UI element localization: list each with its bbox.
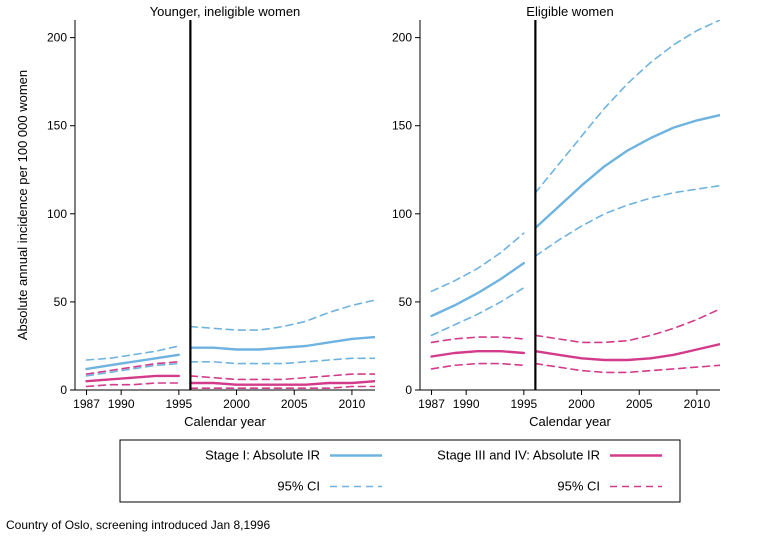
panel-title-right: Eligible women [526, 4, 613, 19]
x-tick-label: 1995 [165, 397, 192, 411]
x-tick-label: 2000 [223, 397, 250, 411]
y-tick-label: 100 [47, 207, 67, 221]
series-stage34_ir_left [87, 376, 179, 381]
legend-label: Stage I: Absolute IR [205, 448, 320, 463]
x-tick-label: 1987 [418, 397, 445, 411]
series-stage1_ci_lower_left [87, 364, 179, 376]
series-stage34_ci_upper_left [190, 374, 375, 379]
legend-label: Stage III and IV: Absolute IR [437, 448, 600, 463]
y-tick-label: 150 [47, 119, 67, 133]
chart-svg: Younger, ineligible women 0 50 100 150 200 198… [0, 0, 766, 539]
x-tick-label: 1990 [453, 397, 480, 411]
legend-label: 95% CI [557, 479, 600, 494]
series-stage34_ci_lower_left [190, 387, 375, 389]
series-stage1_ir_right [432, 263, 524, 316]
figure-root: Younger, ineligible women 0 50 100 150 200 198… [0, 0, 766, 539]
x-tick-label: 2005 [626, 397, 653, 411]
series-stage34_ci_upper_right [535, 309, 720, 342]
series-stage1_ci_lower_left [190, 358, 375, 363]
x-tick-label: 1990 [108, 397, 135, 411]
series-stage34_ir_right [432, 351, 524, 356]
y-tick-label: 0 [405, 383, 412, 397]
x-axis-label-left: Calendar year [184, 414, 266, 429]
series-stage1_ci_upper_right [535, 20, 720, 193]
series-stage34_ir_right [535, 344, 720, 360]
y-tick-label: 0 [60, 383, 67, 397]
y-tick-label: 50 [399, 295, 413, 309]
y-tick-label: 100 [392, 207, 412, 221]
series-stage34_ci_upper_right [432, 337, 524, 342]
series-stage1_ci_upper_right [432, 233, 524, 291]
y-tick-label: 50 [54, 295, 68, 309]
y-tick-label: 200 [47, 31, 67, 45]
y-tick-label: 150 [392, 119, 412, 133]
x-tick-label: 2000 [568, 397, 595, 411]
series-stage1_ir_right [535, 115, 720, 228]
legend-label: 95% CI [277, 479, 320, 494]
footnote: Country of Oslo, screening introduced Ja… [6, 518, 270, 532]
series-stage1_ir_left [87, 355, 179, 369]
series-stage34_ci_lower_right [432, 364, 524, 369]
y-tick-label: 200 [392, 31, 412, 45]
panel-title-left: Younger, ineligible women [150, 4, 301, 19]
x-tick-label: 1995 [510, 397, 537, 411]
x-tick-label: 1987 [73, 397, 100, 411]
x-tick-label: 2010 [339, 397, 366, 411]
series-stage34_ir_left [190, 381, 375, 385]
y-axis-label: Absolute annual incidence per 100 000 wo… [15, 70, 30, 340]
series-stage1_ci_lower_right [432, 288, 524, 336]
series-stage1_ci_upper_left [190, 300, 375, 330]
series-stage1_ci_lower_right [535, 186, 720, 257]
series-stage1_ir_left [190, 337, 375, 349]
x-tick-label: 2010 [684, 397, 711, 411]
series-stage34_ci_lower_left [87, 383, 179, 387]
x-tick-label: 2005 [281, 397, 308, 411]
x-axis-label-right: Calendar year [529, 414, 611, 429]
series-stage34_ci_lower_right [535, 364, 720, 373]
